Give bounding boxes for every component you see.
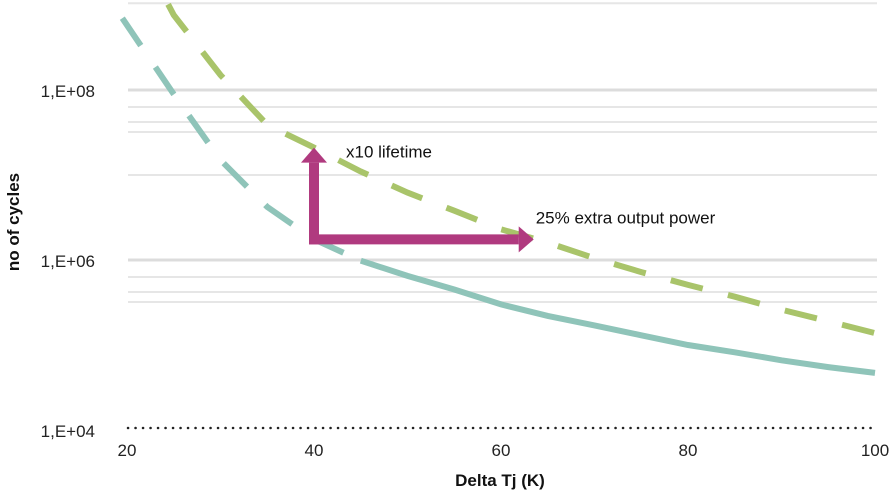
series-line-baseline-dashed <box>119 16 363 264</box>
x-axis-ticks: 20 40 60 80 100 <box>118 441 890 460</box>
x10-lifetime-arrow-label: x10 lifetime <box>346 143 432 162</box>
x-tick-label: 20 <box>118 441 137 460</box>
annotations: x10 lifetime 25% extra output power <box>301 143 716 253</box>
x-tick-label: 80 <box>679 441 698 460</box>
series-group <box>119 2 876 376</box>
x10-lifetime-arrow-head <box>301 147 327 163</box>
gridlines <box>128 2 877 304</box>
x-axis-title: Delta Tj (K) <box>455 471 545 490</box>
y-tick-label: 1,E+06 <box>41 252 95 271</box>
y-tick-label: 1,E+04 <box>41 422 95 441</box>
y-tick-label: 1,E+08 <box>41 82 95 101</box>
extra-power-arrow-head <box>518 226 534 253</box>
y-axis-title: no of cycles <box>4 173 23 271</box>
x-tick-label: 60 <box>492 441 511 460</box>
series-line-baseline-solid <box>359 257 876 376</box>
extra-power-arrow-label: 25% extra output power <box>536 208 716 227</box>
x-tick-label: 40 <box>305 441 324 460</box>
x-tick-label: 100 <box>861 441 889 460</box>
y-axis-ticks: 1,E+04 1,E+06 1,E+08 <box>41 82 95 441</box>
series-line-improved <box>165 2 876 337</box>
